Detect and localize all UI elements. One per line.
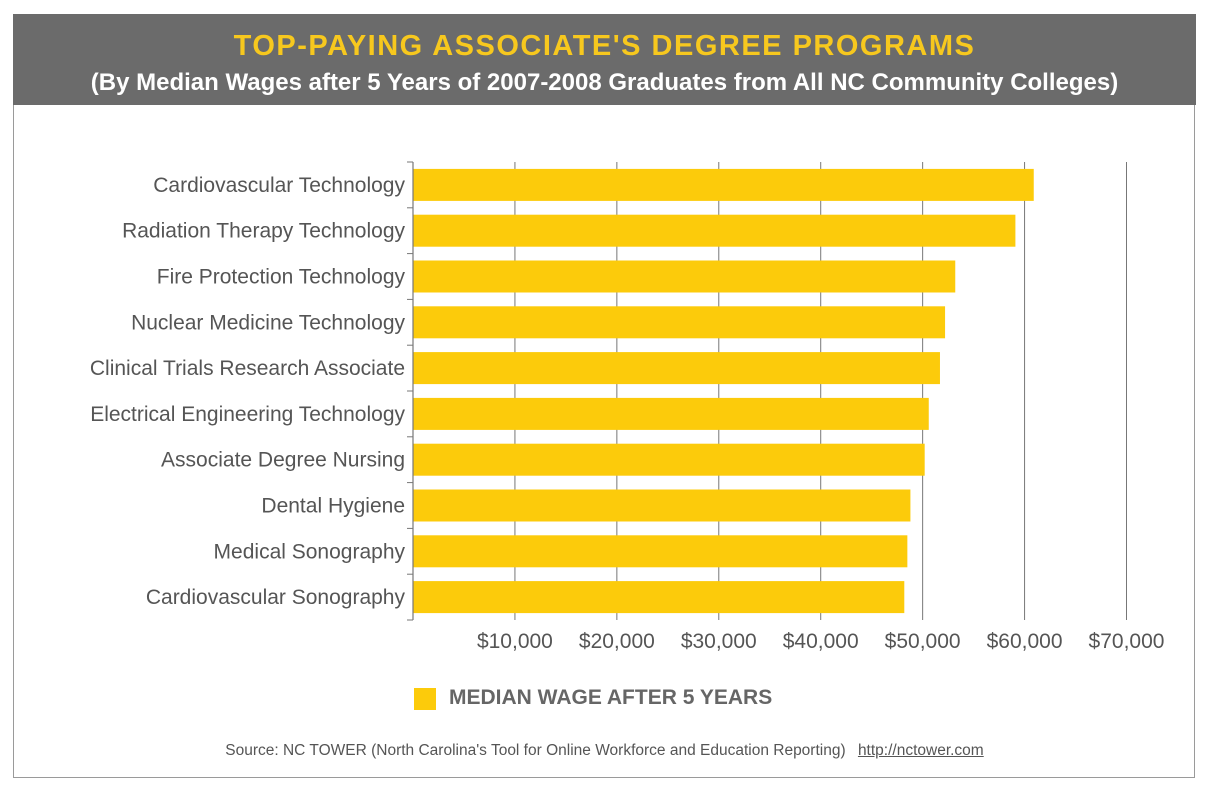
category-label: Associate Degree Nursing <box>161 449 405 472</box>
bar-cardiovascular-technology <box>413 168 1034 201</box>
chart-title: TOP-PAYING ASSOCIATE'S DEGREE PROGRAMS <box>233 30 976 62</box>
bar-clinical-trials-research-associate <box>413 352 940 385</box>
bar-medical-sonography <box>413 535 908 568</box>
legend-label: MEDIAN WAGE AFTER 5 YEARS <box>449 686 773 709</box>
bars <box>413 168 1034 614</box>
category-label: Radiation Therapy Technology <box>122 220 405 243</box>
category-label: Fire Protection Technology <box>157 266 406 289</box>
bar-fire-protection-technology <box>413 260 956 293</box>
source-text: Source: NC TOWER (North Carolina's Tool … <box>225 742 846 759</box>
category-label: Clinical Trials Research Associate <box>90 357 405 380</box>
legend-swatch <box>414 688 436 710</box>
y-axis <box>407 161 414 621</box>
bar-associate-degree-nursing <box>413 443 925 476</box>
bar-electrical-engineering-technology <box>413 397 929 430</box>
bar-dental-hygiene <box>413 489 911 522</box>
x-tick-label: $40,000 <box>783 630 859 653</box>
x-tick-label: $10,000 <box>477 630 553 653</box>
category-labels: Cardiovascular Technology Radiation Thera… <box>90 174 406 609</box>
category-label: Cardiovascular Technology <box>153 174 405 197</box>
category-label: Nuclear Medicine Technology <box>131 311 405 334</box>
source-link[interactable]: http://nctower.com <box>857 742 984 759</box>
chart-subtitle: (By Median Wages after 5 Years of 2007-2… <box>90 69 1119 96</box>
x-tick-label: $50,000 <box>885 630 961 653</box>
category-label: Dental Hygiene <box>261 495 405 518</box>
category-label: Medical Sonography <box>214 540 406 563</box>
source-note: Source: NC TOWER (North Carolina's Tool … <box>0 742 1209 760</box>
x-tick-labels: $10,000 $20,000 $30,000 $40,000 $50,000 $60,0… <box>477 630 1164 653</box>
x-tick-label: $30,000 <box>681 630 757 653</box>
header-banner: TOP-PAYING ASSOCIATE'S DEGREE PROGRAMS (… <box>13 14 1196 105</box>
x-tick-label: $60,000 <box>987 630 1063 653</box>
bar-nuclear-medicine-technology <box>413 306 946 339</box>
x-tick-label: $70,000 <box>1089 630 1165 653</box>
category-label: Cardiovascular Sonography <box>146 586 406 609</box>
bar-cardiovascular-sonography <box>413 581 905 614</box>
x-tick-label: $20,000 <box>579 630 655 653</box>
category-label: Electrical Engineering Technology <box>90 403 405 426</box>
bar-radiation-therapy-technology <box>413 214 1016 247</box>
